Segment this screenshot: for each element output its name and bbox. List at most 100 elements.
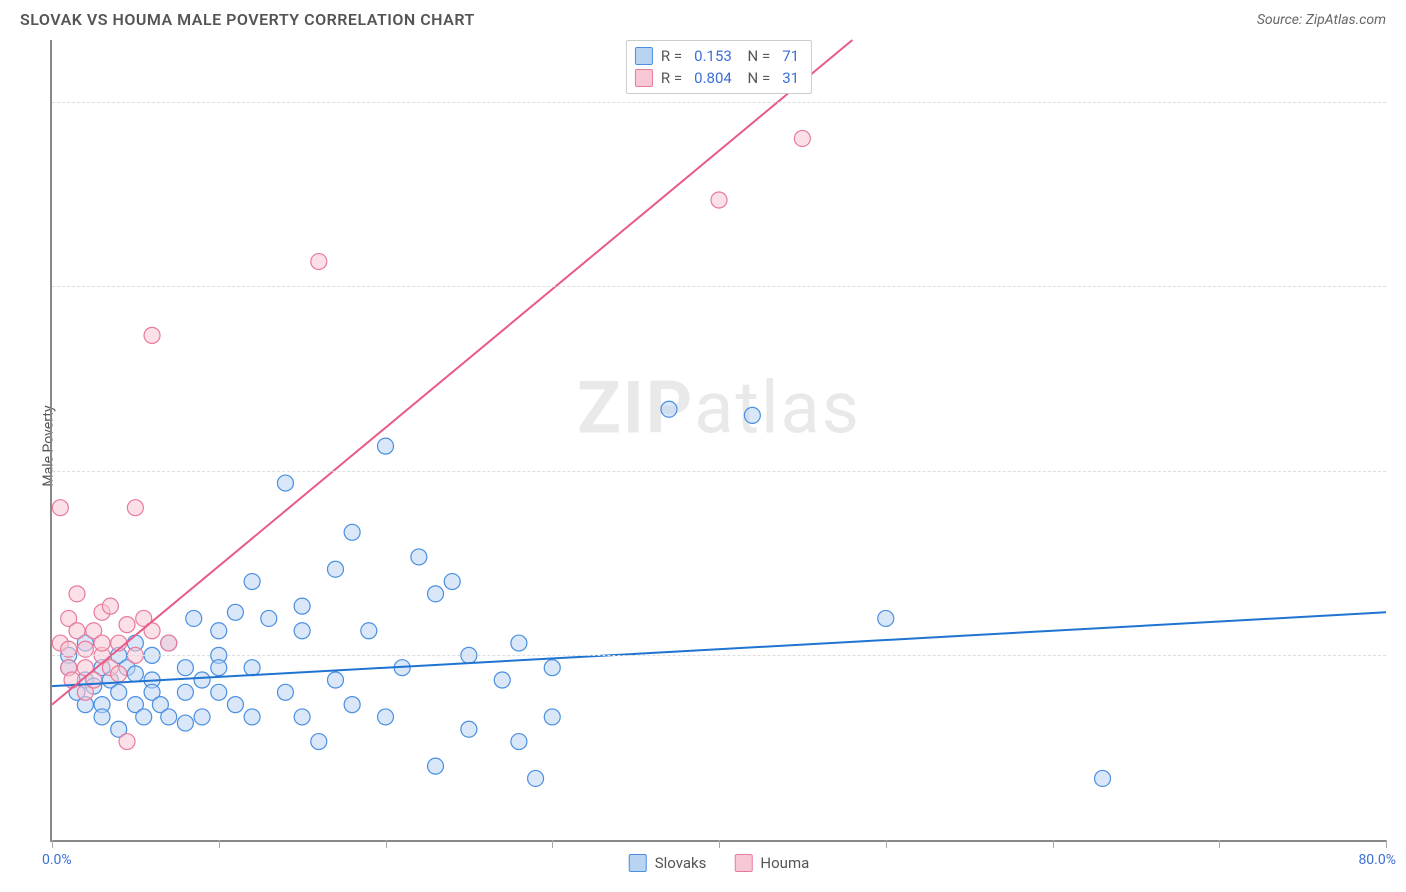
data-point	[361, 623, 377, 639]
data-point	[194, 672, 210, 688]
data-point	[277, 475, 293, 491]
data-point	[494, 672, 510, 688]
data-point	[294, 709, 310, 725]
stat-r-label: R =	[661, 69, 682, 87]
data-point	[327, 672, 343, 688]
data-point	[186, 610, 202, 626]
data-point	[428, 758, 444, 774]
data-point	[794, 130, 810, 146]
data-point	[177, 684, 193, 700]
data-point	[344, 697, 360, 713]
data-point	[227, 604, 243, 620]
legend-label: Slovaks	[655, 854, 707, 872]
legend-swatch	[734, 854, 752, 872]
gridline	[52, 102, 1386, 103]
data-point	[544, 709, 560, 725]
stat-r-label: R =	[661, 47, 682, 65]
data-point	[227, 697, 243, 713]
legend-swatch	[635, 47, 653, 65]
legend-swatch	[635, 69, 653, 87]
data-point	[94, 709, 110, 725]
data-point	[52, 500, 68, 516]
data-point	[444, 574, 460, 590]
data-point	[177, 660, 193, 676]
data-point	[111, 666, 127, 682]
data-point	[411, 549, 427, 565]
legend-item: Houma	[734, 854, 809, 872]
trend-line	[52, 612, 1386, 686]
data-point	[111, 684, 127, 700]
data-point	[69, 586, 85, 602]
x-tick	[219, 840, 220, 848]
source-credit: Source: ZipAtlas.com	[1257, 12, 1386, 28]
data-point	[511, 635, 527, 651]
x-tick	[886, 840, 887, 848]
data-point	[744, 407, 760, 423]
stats-row: R = 0.153 N = 71	[635, 45, 803, 67]
data-point	[211, 623, 227, 639]
data-point	[311, 254, 327, 270]
gridline	[52, 655, 1386, 656]
data-point	[711, 192, 727, 208]
stat-r-value: 0.804	[694, 69, 732, 87]
chart-title: SLOVAK VS HOUMA MALE POVERTY CORRELATION…	[20, 10, 475, 29]
trend-line	[52, 40, 852, 705]
x-tick	[552, 840, 553, 848]
data-point	[511, 734, 527, 750]
scatter-plot-svg	[52, 40, 1386, 840]
stats-row: R = 0.804 N = 31	[635, 67, 803, 89]
data-point	[136, 709, 152, 725]
data-point	[102, 598, 118, 614]
stat-r-value: 0.153	[694, 47, 732, 65]
data-point	[428, 586, 444, 602]
gridline	[52, 471, 1386, 472]
x-tick	[1386, 840, 1387, 848]
data-point	[378, 709, 394, 725]
legend-label: Houma	[760, 854, 809, 872]
gridline	[52, 286, 1386, 287]
data-point	[211, 684, 227, 700]
data-point	[244, 709, 260, 725]
data-point	[127, 666, 143, 682]
stat-n-value: 71	[782, 47, 799, 65]
x-tick	[1053, 840, 1054, 848]
data-point	[161, 635, 177, 651]
x-tick	[52, 840, 53, 848]
data-point	[119, 734, 135, 750]
data-point	[528, 770, 544, 786]
data-point	[177, 715, 193, 731]
data-point	[878, 610, 894, 626]
data-point	[294, 623, 310, 639]
stat-n-label: N =	[744, 69, 770, 87]
legend-swatch	[629, 854, 647, 872]
data-point	[161, 709, 177, 725]
chart-area: ZIPatlas R = 0.153 N = 71 R = 0.804 N = …	[50, 40, 1386, 842]
data-point	[94, 635, 110, 651]
data-point	[69, 623, 85, 639]
data-point	[378, 438, 394, 454]
data-point	[119, 617, 135, 633]
data-point	[261, 610, 277, 626]
data-point	[277, 684, 293, 700]
data-point	[127, 500, 143, 516]
data-point	[327, 561, 343, 577]
x-max-label: 80.0%	[1358, 852, 1396, 868]
data-point	[144, 327, 160, 343]
x-tick	[719, 840, 720, 848]
data-point	[294, 598, 310, 614]
data-point	[661, 401, 677, 417]
x-tick	[386, 840, 387, 848]
legend-item: Slovaks	[629, 854, 707, 872]
x-origin-label: 0.0%	[42, 852, 72, 868]
data-point	[194, 709, 210, 725]
x-tick	[1219, 840, 1220, 848]
data-point	[344, 524, 360, 540]
data-point	[544, 660, 560, 676]
data-point	[244, 574, 260, 590]
data-point	[244, 660, 260, 676]
data-point	[211, 660, 227, 676]
stats-legend: R = 0.153 N = 71 R = 0.804 N = 31	[626, 40, 812, 94]
data-point	[461, 721, 477, 737]
stat-n-value: 31	[782, 69, 799, 87]
series-legend: Slovaks Houma	[629, 854, 810, 872]
